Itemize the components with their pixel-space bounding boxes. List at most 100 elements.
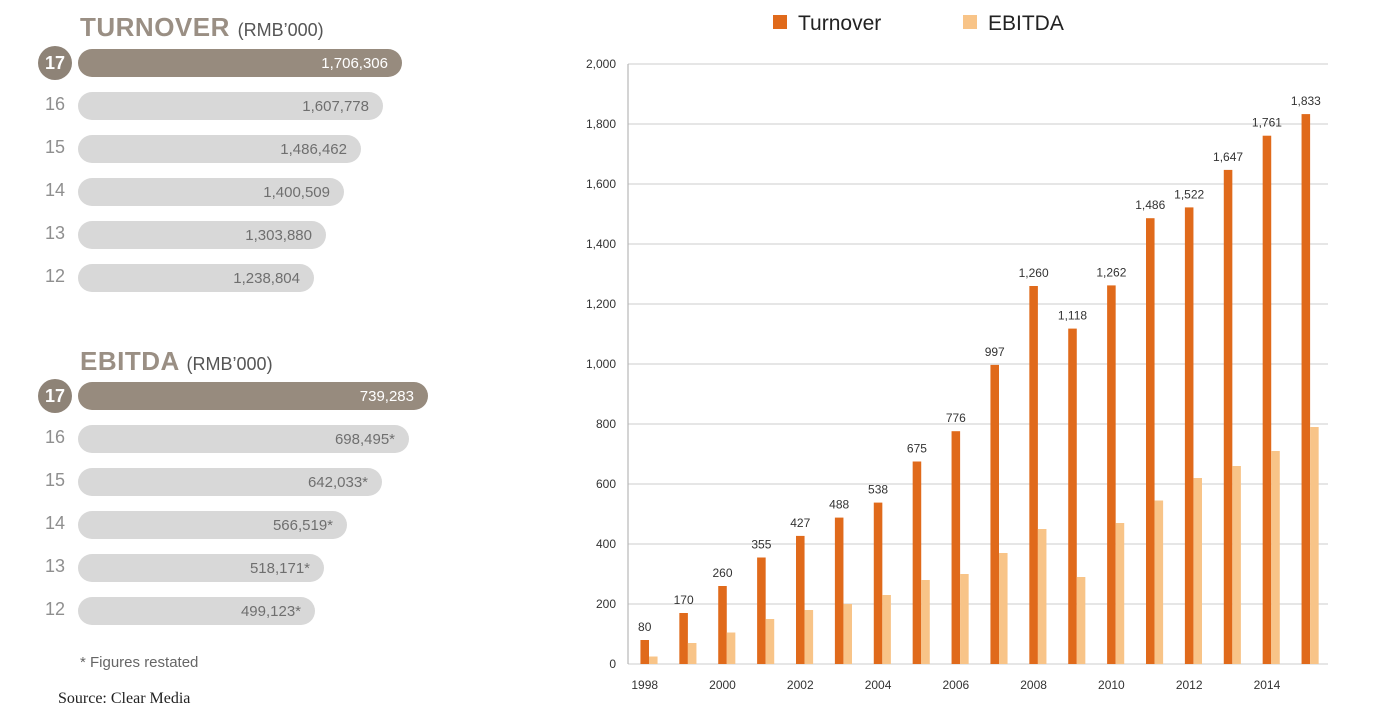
turnover-bar-value: 1,238,804 <box>233 269 300 287</box>
ebitda-bar <box>1232 466 1241 664</box>
turnover-data-label: 1,262 <box>1096 265 1126 279</box>
ebitda-bar <box>1271 451 1280 664</box>
turnover-bar <box>679 613 688 664</box>
turnover-bar-value: 1,706,306 <box>321 54 388 72</box>
turnover-bar-value: 1,607,778 <box>302 97 369 115</box>
turnover-bar: 1,400,509 <box>78 178 344 206</box>
turnover-bar <box>834 517 844 664</box>
turnover-year-label: 12 <box>44 266 66 286</box>
turnover-bar <box>1029 286 1038 664</box>
legend-label: EBITDA <box>988 12 1064 35</box>
turnover-data-label: 1,833 <box>1291 94 1321 108</box>
turnover-bar: 1,706,306 <box>78 49 402 77</box>
ebitda-bar <box>1310 427 1319 664</box>
ebitda-bar <box>960 574 969 664</box>
turnover-data-label: 1,260 <box>1019 266 1049 280</box>
y-tick-label: 1,600 <box>586 177 616 191</box>
y-tick-label: 600 <box>596 477 616 491</box>
ebitda-bar: 566,519* <box>78 511 347 539</box>
ebitda-bar <box>1154 500 1164 664</box>
y-tick-label: 400 <box>596 537 616 551</box>
turnover-year-label: 15 <box>44 137 66 157</box>
ebitda-bar <box>843 604 852 664</box>
turnover-data-label: 1,522 <box>1174 187 1204 201</box>
x-tick-label: 2000 <box>709 678 736 692</box>
turnover-data-label: 1,761 <box>1252 116 1282 130</box>
turnover-data-label: 1,118 <box>1058 309 1087 323</box>
turnover-data-label: 260 <box>712 566 732 580</box>
turnover-bar <box>1107 285 1116 664</box>
turnover-bar <box>718 586 727 664</box>
ebitda-bar-value: 642,033* <box>307 473 368 491</box>
turnover-data-label: 488 <box>829 498 849 512</box>
legend-swatch <box>773 15 787 29</box>
ebitda-title-text: EBITDA <box>80 346 179 376</box>
ebitda-bar: 499,123* <box>78 597 315 625</box>
ebitda-bar-value: 739,283 <box>359 387 414 405</box>
y-tick-label: 1,800 <box>586 117 616 131</box>
turnover-bar <box>1301 114 1311 665</box>
turnover-year-label: 17 <box>38 46 72 80</box>
turnover-data-label: 80 <box>638 620 652 634</box>
ebitda-bar-value: 499,123* <box>240 602 301 620</box>
ebitda-bar <box>999 553 1008 664</box>
ebitda-year-label: 15 <box>44 470 66 490</box>
ebitda-bar <box>921 580 930 664</box>
ebitda-bar <box>1193 478 1202 664</box>
turnover-bar <box>1184 207 1194 664</box>
legend-swatch <box>963 15 977 29</box>
ebitda-year-label: 13 <box>44 556 66 576</box>
turnover-data-label: 170 <box>674 593 694 607</box>
turnover-bar: 1,238,804 <box>78 264 314 292</box>
turnover-bar: 1,303,880 <box>78 221 326 249</box>
turnover-bar <box>990 364 999 664</box>
x-tick-label: 1998 <box>631 678 658 692</box>
turnover-bar <box>1068 328 1077 664</box>
ebitda-bar: 642,033* <box>78 468 382 496</box>
x-tick-label: 2008 <box>1020 678 1047 692</box>
turnover-bar <box>796 535 805 664</box>
turnover-data-label: 427 <box>790 516 810 530</box>
turnover-bar <box>873 502 883 664</box>
ebitda-bar-value: 518,171* <box>249 559 310 577</box>
ebitda-title: EBITDA (RMB’000) <box>80 346 273 377</box>
ebitda-year-label: 14 <box>44 513 66 533</box>
ebitda-bar <box>1076 577 1086 664</box>
x-tick-label: 2004 <box>865 678 892 692</box>
turnover-unit: (RMB’000) <box>237 20 324 40</box>
y-tick-label: 1,000 <box>586 357 616 371</box>
turnover-data-label: 1,647 <box>1213 150 1243 164</box>
y-tick-label: 2,000 <box>586 57 616 71</box>
ebitda-bar <box>687 643 697 664</box>
turnover-bar-value: 1,400,509 <box>263 183 330 201</box>
x-tick-label: 2002 <box>787 678 814 692</box>
ebitda-bar-value: 566,519* <box>272 516 333 534</box>
turnover-bar <box>1223 169 1233 664</box>
turnover-bar <box>912 461 922 664</box>
turnover-title-text: TURNOVER <box>80 12 230 42</box>
ebitda-bar <box>1037 529 1047 664</box>
ebitda-bar <box>649 656 658 664</box>
turnover-bar <box>951 431 961 664</box>
ebitda-bar: 518,171* <box>78 554 324 582</box>
turnover-bar-value: 1,486,462 <box>280 140 347 158</box>
turnover-year-label: 14 <box>44 180 66 200</box>
turnover-title: TURNOVER (RMB’000) <box>80 12 324 43</box>
ebitda-bar <box>804 610 814 664</box>
turnover-year-label: 16 <box>44 94 66 114</box>
y-tick-label: 1,400 <box>586 237 616 251</box>
ebitda-bar-value: 698,495* <box>334 430 395 448</box>
turnover-year-label: 13 <box>44 223 66 243</box>
turnover-bar-value: 1,303,880 <box>245 226 312 244</box>
x-tick-label: 2010 <box>1098 678 1125 692</box>
ebitda-bar <box>1115 523 1125 664</box>
footnote: * Figures restated <box>80 654 199 671</box>
ebitda-unit: (RMB’000) <box>186 354 273 374</box>
y-tick-label: 1,200 <box>586 297 616 311</box>
y-tick-label: 200 <box>596 597 616 611</box>
ebitda-bar: 698,495* <box>78 425 409 453</box>
ebitda-year-label: 17 <box>38 379 72 413</box>
ebitda-year-label: 16 <box>44 427 66 447</box>
legend-label: Turnover <box>798 12 881 35</box>
ebitda-bar <box>882 595 891 664</box>
